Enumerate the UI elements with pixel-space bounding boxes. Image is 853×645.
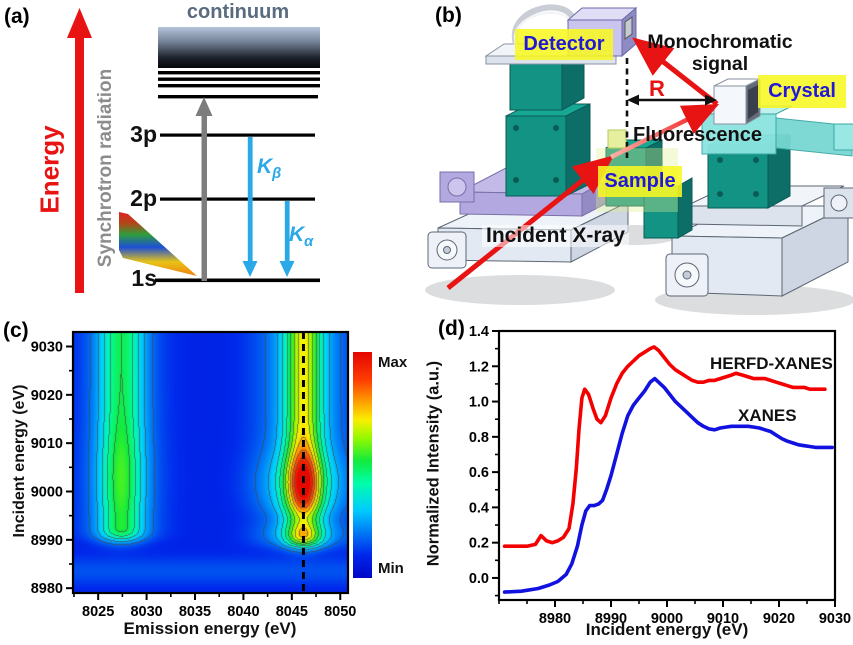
x-tick-label: 8045 — [276, 604, 308, 620]
kbeta-label: Kβ — [257, 155, 282, 183]
kalpha-arrow — [279, 201, 295, 277]
panel-d-label: (d) — [438, 317, 465, 340]
y-tick-label: 0.8 — [469, 430, 489, 446]
sample-label-text: Sample — [604, 170, 676, 192]
legend-herfd-xanes: HERFD-XANES — [710, 354, 833, 373]
y-tick-label: 8990 — [31, 533, 63, 549]
x-tick-label: 9000 — [651, 611, 683, 627]
kbeta-arrow — [242, 137, 258, 277]
curve-herfd-xanes — [502, 345, 827, 548]
continuum-block — [158, 27, 320, 99]
y-tick-label: 8980 — [31, 581, 63, 597]
level-label-3p: 3p — [130, 121, 157, 147]
x-tick-label: 8035 — [179, 604, 211, 620]
legend-xanes: XANES — [738, 406, 797, 425]
level-label-2p: 2p — [130, 185, 157, 211]
crystal-label: Crystal — [758, 75, 846, 108]
panel-b-label: (b) — [435, 4, 462, 27]
detector-label: Detector — [515, 29, 613, 60]
energy-axis-label: Energy — [34, 125, 65, 214]
panel-a-label: (a) — [4, 5, 30, 28]
colorbar-min-label: Min — [378, 560, 404, 577]
y-tick-label: 0.2 — [469, 536, 489, 552]
x-tick-label: 9010 — [707, 611, 739, 627]
y-tick-label: 1.4 — [469, 324, 489, 340]
energy-arrow — [67, 8, 92, 293]
level-lines — [155, 133, 320, 283]
panel-b-instrument-schematic: (b) Detector Monochromatic signal R Crys… — [420, 0, 853, 315]
sample-label: Sample — [598, 166, 682, 197]
x-tick-label: 8050 — [324, 604, 356, 620]
y-tick-label: 0.0 — [469, 571, 489, 587]
y-tick-label: 0.4 — [469, 500, 489, 516]
x-tick-label: 8980 — [539, 611, 571, 627]
x-tick-label: 8990 — [595, 611, 627, 627]
x-tick-label: 8030 — [130, 604, 162, 620]
synchrotron-beam — [119, 212, 197, 276]
crystal-goniometer — [701, 105, 853, 157]
x-tick-label: 9030 — [819, 611, 851, 627]
y-tick-label: 9020 — [31, 388, 63, 404]
level-label-1s: 1s — [131, 265, 157, 291]
y-tick-label: 0.6 — [469, 465, 489, 481]
monochromatic-signal-label: Monochromatic signal — [647, 31, 793, 76]
x-tick-label: 9020 — [763, 611, 795, 627]
xanes-plot-svg: 8980 8990 9000 9010 9020 9030 0.0 0.2 0.4 0.6 0.8 1… — [469, 324, 851, 627]
fluorescence-label: Fluorescence — [633, 124, 762, 146]
continuum-label: continuum — [186, 1, 290, 23]
heatmap-canvas — [73, 332, 348, 593]
absorption-arrow — [195, 97, 213, 281]
panel-c-rxes-map: 8025 8030 8035 8040 8045 8050 8980 8990 9000 9010… — [0, 315, 420, 645]
synchrotron-radiation-label: Synchrotron radiation — [95, 68, 116, 268]
panel-c-label: (c) — [3, 319, 29, 342]
radius-double-arrow — [627, 94, 717, 106]
y-tick-label: 1.2 — [469, 359, 489, 375]
colorbar-canvas — [353, 352, 372, 578]
c-yaxis-label: Incident energy (eV) — [11, 384, 28, 538]
incident-xray-label: Incident X-ray — [482, 224, 629, 248]
d-xaxis-label: Incident energy (eV) — [585, 620, 749, 639]
d-yaxis-label: Normalized Intensity (a.u.) — [424, 360, 443, 567]
incident-xray-arrow — [446, 155, 614, 290]
panel-d-xanes-plot: 8980 8990 9000 9010 9020 9030 0.0 0.2 0.4 0.6 0.8 1… — [420, 315, 853, 645]
detector-label-text: Detector — [523, 33, 605, 55]
radius-label: R — [649, 76, 665, 101]
monochromatic-signal-arrow — [632, 37, 719, 106]
y-tick-label: 9000 — [31, 485, 63, 501]
kalpha-label: Kα — [289, 223, 314, 251]
energy-level-diagram-svg — [67, 8, 320, 293]
detector-tower — [505, 46, 591, 197]
x-tick-label: 8040 — [227, 604, 259, 620]
crystal-label-text: Crystal — [768, 80, 836, 102]
analyzer-crystal — [713, 78, 761, 125]
colorbar-max-label: Max — [378, 354, 408, 371]
x-tick-label: 8025 — [82, 604, 114, 620]
curve-xanes — [502, 376, 834, 594]
y-tick-label: 9010 — [31, 436, 63, 452]
fluorescence-arrow — [610, 104, 720, 160]
y-tick-label: 1.0 — [469, 395, 489, 411]
y-tick-label: 9030 — [31, 340, 63, 356]
c-xaxis-label: Emission energy (eV) — [123, 619, 297, 638]
panel-a-energy-diagram: (a) Energy Synchrotron radiation continu… — [0, 0, 420, 315]
